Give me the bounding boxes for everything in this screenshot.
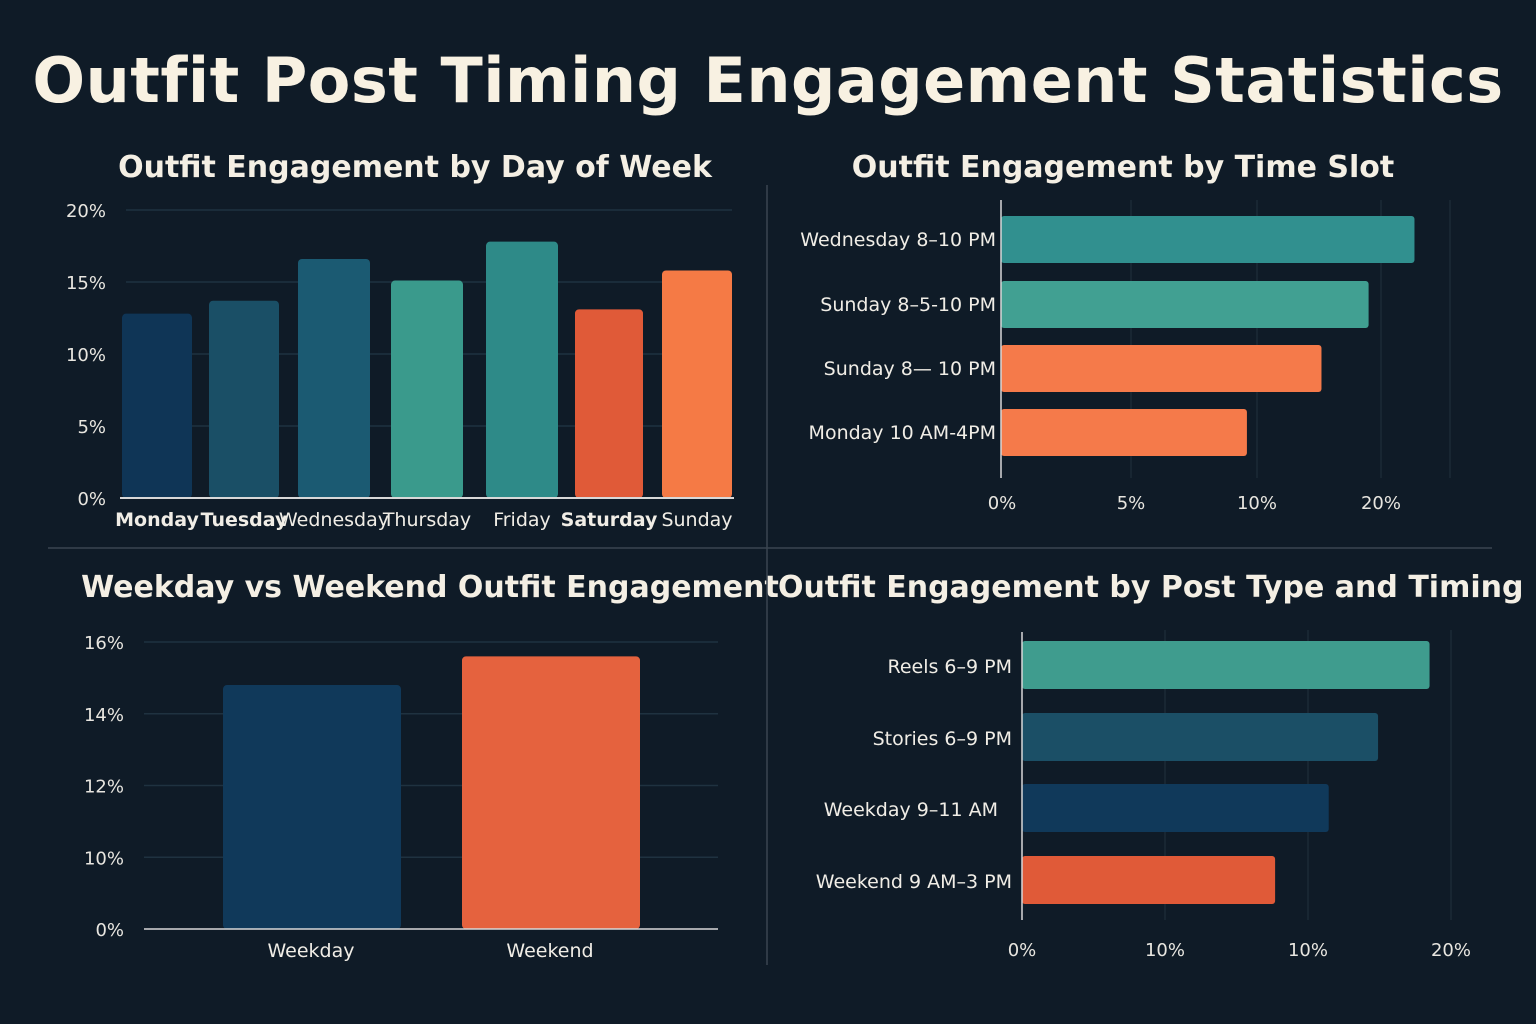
x-tick-label: Weekday xyxy=(267,940,354,962)
x-tick-label: Wednesday xyxy=(279,509,389,531)
x-tick-label: 10% xyxy=(1237,493,1277,514)
y-tick-label: 10% xyxy=(84,848,124,869)
chart-title-day: Outfit Engagement by Day of Week xyxy=(118,150,712,185)
x-tick-label: 10% xyxy=(1288,940,1328,961)
y-tick-label: 15% xyxy=(66,273,106,294)
y-tick-label: 12% xyxy=(84,777,124,798)
x-tick-label: Tuesday xyxy=(201,509,288,531)
bar-weekday xyxy=(223,685,401,929)
y-tick-label: Sunday 8–5-10 PM xyxy=(820,294,996,316)
chart-title-week: Weekday vs Weekend Outfit Engagement xyxy=(81,570,779,605)
y-tick-label: 0% xyxy=(77,489,106,510)
y-tick-label: 0% xyxy=(95,920,124,941)
y-tick-label: Reels 6–9 PM xyxy=(887,656,1012,678)
bar-sunday xyxy=(662,270,732,498)
x-tick-label: Friday xyxy=(493,509,551,531)
bar-monday xyxy=(122,313,192,498)
bar-post-type xyxy=(1022,856,1276,904)
y-tick-label: Weekend 9 AM–3 PM xyxy=(816,871,1012,893)
x-tick-label: 20% xyxy=(1431,940,1471,961)
x-tick-label: Sunday xyxy=(661,509,732,531)
bar-slot xyxy=(1001,216,1415,263)
bar-post-type xyxy=(1022,784,1329,832)
bar-post-type xyxy=(1022,641,1430,689)
y-tick-label: Wednesday 8–10 PM xyxy=(800,229,996,251)
chart-title-type: Outfit Engagement by Post Type and Timin… xyxy=(778,570,1524,605)
x-tick-label: Saturday xyxy=(561,509,658,531)
y-tick-label: 5% xyxy=(77,417,106,438)
y-tick-label: 16% xyxy=(84,633,124,654)
bar-slot xyxy=(1001,345,1322,392)
y-tick-label: 10% xyxy=(66,345,106,366)
y-tick-label: Stories 6–9 PM xyxy=(873,728,1012,750)
bar-wednesday xyxy=(298,258,370,498)
y-tick-label: 20% xyxy=(66,201,106,222)
x-tick-label: Weekend xyxy=(506,940,593,962)
bar-weekend xyxy=(462,656,640,929)
x-tick-label: 5% xyxy=(1117,493,1146,514)
x-tick-label: 20% xyxy=(1361,493,1401,514)
y-tick-label: Weekday 9–11 AM xyxy=(824,799,998,821)
y-tick-label: Sunday 8— 10 PM xyxy=(824,358,996,380)
x-tick-label: Thursday xyxy=(382,509,471,531)
bar-tuesday xyxy=(209,300,279,498)
bar-thursday xyxy=(391,280,463,498)
x-tick-label: Monday xyxy=(115,509,199,531)
bar-friday xyxy=(486,241,558,498)
chart-title-slot: Outfit Engagement by Time Slot xyxy=(851,150,1395,185)
bar-slot xyxy=(1001,409,1247,456)
bar-post-type xyxy=(1022,713,1379,761)
bar-saturday xyxy=(575,309,643,498)
page-title: Outfit Post Timing Engagement Statistics xyxy=(32,44,1504,117)
y-tick-label: Monday 10 AM-4PM xyxy=(809,422,996,444)
y-tick-label: 14% xyxy=(84,705,124,726)
x-tick-label: 0% xyxy=(988,493,1017,514)
x-tick-label: 0% xyxy=(1008,940,1037,961)
bar-slot xyxy=(1001,281,1369,328)
x-tick-label: 10% xyxy=(1145,940,1185,961)
